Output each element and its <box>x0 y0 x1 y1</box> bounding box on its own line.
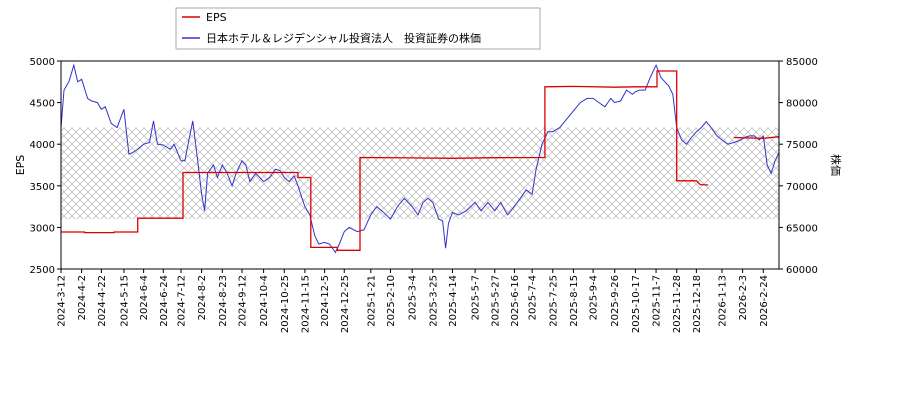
x-tick-label: 2024-10-25 <box>280 275 291 333</box>
x-tick-label: 2024-9-12 <box>238 275 249 327</box>
right-tick-label: 75000 <box>786 140 818 151</box>
x-tick-label: 2024-8-2 <box>197 275 208 320</box>
x-tick-label: 2025-2-10 <box>386 275 397 327</box>
x-tick-label: 2025-11-7 <box>652 275 663 327</box>
x-tick-label: 2025-4-14 <box>448 275 459 327</box>
x-tick-label: 2024-3-12 <box>57 275 68 327</box>
eps-line <box>61 70 780 251</box>
left-tick-label: 3500 <box>30 182 55 193</box>
x-tick-label: 2024-12-5 <box>320 275 331 327</box>
left-tick-label: 2500 <box>30 265 55 276</box>
x-tick-label: 2024-4-2 <box>77 275 88 320</box>
x-tick-label: 2025-1-21 <box>366 275 377 327</box>
legend-box <box>175 7 541 50</box>
right-tick-label: 80000 <box>786 99 818 110</box>
left-tick-label: 5000 <box>30 57 55 68</box>
left-tick-label: 4500 <box>30 99 55 110</box>
plot-frame <box>60 60 780 270</box>
x-tick-label: 2025-3-25 <box>428 275 439 327</box>
price-line <box>60 63 780 254</box>
x-tick-label: 2025-5-7 <box>471 275 482 320</box>
x-tick-label: 2025-12-18 <box>692 275 703 333</box>
x-tick-label: 2025-11-28 <box>672 275 683 333</box>
x-tick-label: 2024-7-12 <box>177 275 188 327</box>
x-tick-label: 2025-7-4 <box>528 275 539 320</box>
x-tick-label: 2024-11-15 <box>300 275 311 333</box>
x-tick-label: 2026-2-24 <box>759 275 770 327</box>
left-y-axis: 2500 3000 3500 4000 4500 5000 <box>30 57 61 276</box>
x-tick-label: 2025-10-17 <box>631 275 642 333</box>
x-tick-label: 2024-12-25 <box>340 275 351 333</box>
right-tick-label: 85000 <box>786 57 818 68</box>
legend-label-price: 日本ホテル＆レジデンシャル投資法人 投資証券の株価 <box>206 31 481 45</box>
right-y-axis: 60000 65000 70000 75000 80000 85000 <box>779 57 818 276</box>
legend: EPS 日本ホテル＆レジデンシャル投資法人 投資証券の株価 <box>175 7 541 50</box>
x-axis: 2024-3-12 2024-4-2 2024-4-22 2024-5-15 2024-… <box>57 269 770 333</box>
left-tick-label: 4000 <box>30 140 55 151</box>
shaded-band <box>61 127 779 220</box>
x-tick-label: 2025-7-25 <box>548 275 559 327</box>
y-axis-label-right: 株価 <box>829 154 843 176</box>
x-tick-label: 2025-8-15 <box>569 275 580 327</box>
right-tick-label: 65000 <box>786 223 818 234</box>
right-tick-label: 70000 <box>786 182 818 193</box>
x-tick-label: 2024-5-15 <box>119 275 130 327</box>
x-tick-label: 2024-6-4 <box>139 275 150 320</box>
series-layer <box>60 63 780 254</box>
x-tick-label: 2026-2-3 <box>738 275 749 320</box>
legend-label-eps: EPS <box>206 11 227 24</box>
x-tick-label: 2024-6-24 <box>159 275 170 327</box>
x-tick-label: 2025-5-27 <box>490 275 501 327</box>
y-axis-label-left: EPS <box>14 155 27 176</box>
x-tick-label: 2024-4-22 <box>97 275 108 327</box>
x-tick-label: 2026-1-13 <box>718 275 729 327</box>
x-tick-label: 2024-8-23 <box>218 275 229 327</box>
left-tick-label: 3000 <box>30 223 55 234</box>
x-tick-label: 2025-9-26 <box>610 275 621 327</box>
x-tick-label: 2025-9-4 <box>589 275 600 320</box>
x-tick-label: 2025-3-4 <box>408 275 419 320</box>
x-tick-label: 2024-10-4 <box>259 275 270 327</box>
x-tick-label: 2025-6-16 <box>510 275 521 327</box>
right-tick-label: 60000 <box>786 265 818 276</box>
